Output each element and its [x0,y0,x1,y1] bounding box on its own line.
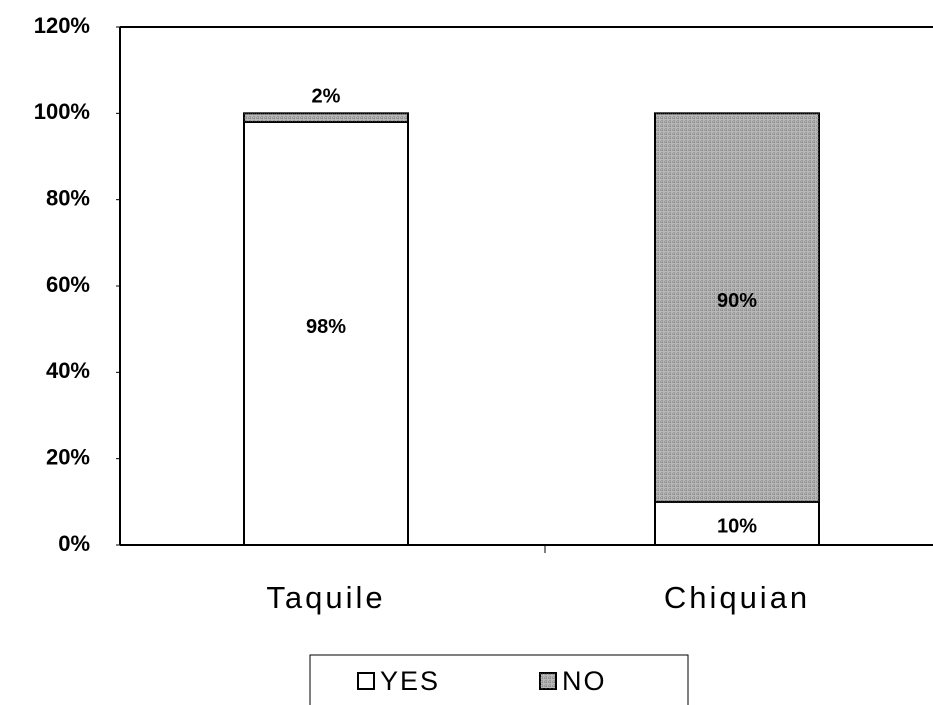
legend-texture [540,673,556,689]
data-label: 2% [312,86,341,108]
y-tick-label: 60% [46,272,90,297]
data-label: 90% [717,290,757,312]
data-label: 10% [717,516,757,538]
x-tick-label: Taquile [266,580,385,615]
legend-swatch [357,672,375,690]
data-label: 98% [306,316,346,338]
bar-segment [654,500,820,547]
x-tick-label: Chiquian [664,580,810,615]
y-tick-label: 40% [46,358,90,383]
legend-label: NO [562,666,607,696]
legend-label: YES [380,666,440,696]
y-tick-label: 120% [34,13,90,38]
y-tick-label: 0% [58,531,90,556]
bar-texture [655,113,819,502]
y-tick-label: 100% [34,99,90,124]
y-tick-label: 80% [46,185,90,210]
y-tick-label: 20% [46,444,90,469]
bar-texture [244,113,408,122]
bar-segment [243,120,409,546]
